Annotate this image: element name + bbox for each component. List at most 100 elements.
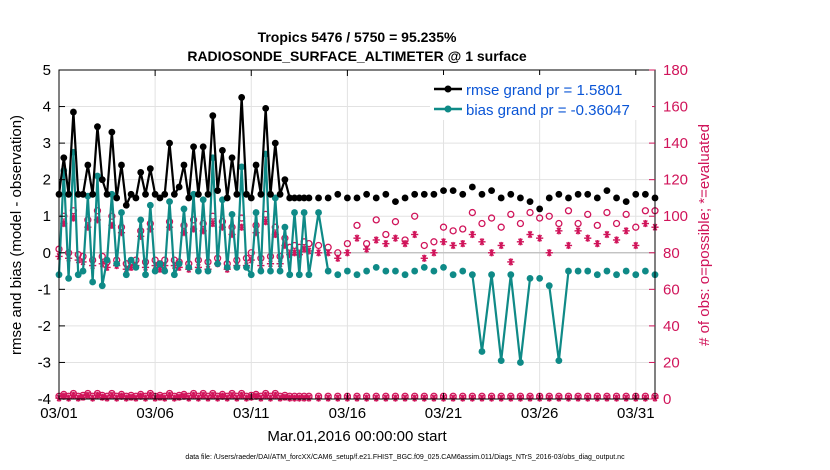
obs-possible-marker <box>603 208 611 217</box>
obs-possible-marker <box>497 223 505 231</box>
obs-possible-marker <box>535 214 544 222</box>
bias-point <box>243 264 250 271</box>
obs-evaluated-marker <box>363 245 371 253</box>
obs-evaluated-marker <box>401 240 409 248</box>
obs-possible-marker <box>209 212 217 220</box>
rmse-point <box>305 194 313 202</box>
bottom-evaluated-marker <box>65 394 73 402</box>
rmse-point <box>334 190 342 198</box>
bias-point <box>199 196 207 204</box>
bottom-obs-markers <box>55 389 659 402</box>
bottom-evaluated-marker <box>334 394 342 402</box>
bias-point <box>247 271 255 279</box>
bias-point <box>137 216 145 224</box>
bottom-evaluated-marker <box>593 394 601 402</box>
bias-point <box>103 256 111 264</box>
bottom-evaluated-marker <box>89 394 97 402</box>
bias-point <box>252 209 260 216</box>
bottom-evaluated-marker <box>487 394 496 402</box>
bottom-evaluated-marker <box>526 394 534 402</box>
rmse-point <box>574 190 582 198</box>
obs-evaluated-marker <box>564 241 573 250</box>
bottom-evaluated-marker <box>507 394 515 402</box>
bias-point <box>517 359 524 366</box>
bias-point <box>276 267 284 275</box>
rmse-point <box>132 194 140 202</box>
bottom-evaluated-marker <box>516 394 525 402</box>
bias-point <box>180 205 188 213</box>
obs-evaluated-marker <box>603 230 611 239</box>
rmse-point <box>156 194 164 202</box>
y-tick-label-right: 180 <box>663 62 688 79</box>
obs-evaluated-marker <box>593 240 601 248</box>
rmse-point <box>84 161 92 169</box>
rmse-point <box>430 190 438 198</box>
obs-possible-marker <box>353 221 361 230</box>
bottom-evaluated-marker <box>449 394 457 402</box>
chart-title-line2: RADIOSONDE_SURFACE_ALTIMETER @ 1 surface <box>187 48 527 64</box>
rmse-point <box>449 187 457 195</box>
bottom-evaluated-marker <box>391 394 400 402</box>
rmse-point <box>103 190 111 198</box>
bias-point <box>488 271 495 279</box>
rmse-point <box>632 190 640 198</box>
obs-possible-marker <box>555 219 563 228</box>
bias-point <box>295 271 303 279</box>
obs-evaluated-marker <box>516 238 525 246</box>
rmse-point <box>175 183 183 191</box>
y-tick-label-right: 0 <box>663 391 671 408</box>
obs-possible-marker <box>478 219 486 228</box>
bias-point <box>214 260 222 268</box>
bias-point <box>228 210 236 218</box>
obs-evaluated-marker <box>343 249 351 257</box>
obs-evaluated-marker <box>497 241 505 250</box>
bottom-evaluated-marker <box>204 394 212 402</box>
obs-evaluated-marker <box>641 219 649 228</box>
bottom-evaluated-marker <box>430 394 438 402</box>
bias-point <box>440 264 447 271</box>
rmse-point <box>65 190 73 198</box>
obs-evaluated-marker <box>430 249 438 257</box>
bias-point <box>238 163 246 171</box>
bias-point <box>382 267 390 275</box>
obs-evaluated-marker <box>314 249 323 257</box>
bottom-evaluated-marker <box>60 392 68 400</box>
rmse-point <box>89 190 97 198</box>
bottom-evaluated-marker <box>113 394 121 402</box>
bottom-evaluated-marker <box>555 394 563 402</box>
bottom-evaluated-marker <box>612 394 621 402</box>
y-tick-label-right: 120 <box>663 172 688 189</box>
y-tick-label-left: -3 <box>38 354 51 371</box>
rmse-point <box>276 190 284 198</box>
bottom-evaluated-marker <box>194 394 202 402</box>
legend: rmse grand pr = 1.5801 bias grand pr = -… <box>430 75 652 120</box>
bottom-evaluated-marker <box>468 394 476 402</box>
bottom-evaluated-marker <box>324 394 332 402</box>
rmse-point <box>267 190 274 198</box>
y-tick-label-left: 1 <box>43 208 51 225</box>
y-axis-left-label: rmse and bias (model - observation) <box>8 115 25 355</box>
bias-point <box>291 209 298 216</box>
rmse-point <box>488 187 495 195</box>
bottom-evaluated-marker <box>209 391 217 399</box>
bottom-evaluated-marker <box>363 394 371 402</box>
obs-evaluated-marker <box>507 258 515 266</box>
legend-bias-marker <box>444 105 452 113</box>
bottom-evaluated-marker <box>305 394 313 402</box>
bottom-evaluated-marker <box>257 394 265 402</box>
bias-point <box>420 264 428 271</box>
x-tick-label: 03/21 <box>425 405 463 422</box>
bias-point <box>372 264 380 271</box>
bias-point <box>574 267 582 275</box>
rmse-point <box>281 176 289 184</box>
y-tick-label-left: -2 <box>38 318 51 335</box>
rmse-point <box>440 187 447 195</box>
rmse-point <box>228 154 236 162</box>
obs-possible-marker <box>459 225 467 233</box>
obs-evaluated-marker <box>391 234 400 242</box>
rmse-point <box>223 194 231 202</box>
rmse-point <box>257 190 265 198</box>
bias-point <box>223 264 231 271</box>
obs-evaluated-marker <box>536 234 544 242</box>
bias-point <box>430 267 438 275</box>
